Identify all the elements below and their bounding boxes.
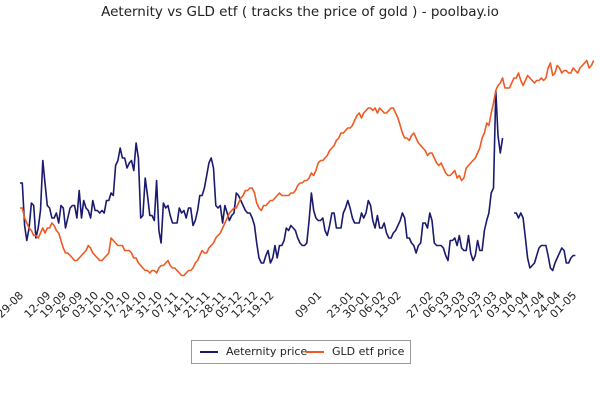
- chart-title: Aeternity vs GLD etf ( tracks the price …: [101, 4, 499, 20]
- x-tick-label: 09-01: [293, 289, 325, 321]
- x-axis-ticks: 29-0812-0919-0926-0903-1010-1017-1024-10…: [0, 289, 579, 321]
- series-line-gld: [20, 59, 595, 277]
- plot-area: [20, 59, 595, 277]
- legend-swatch-aeternity: [200, 351, 218, 353]
- legend-item-gld: GLD etf price: [306, 345, 404, 358]
- legend-swatch-gld: [306, 351, 324, 353]
- series-line-aeternity-after-gap: [514, 212, 576, 272]
- series-line-aeternity: [20, 89, 504, 264]
- legend: Aeternity price GLD etf price: [191, 340, 411, 364]
- legend-label-aeternity: Aeternity price: [226, 345, 308, 358]
- x-tick-label: 29-08: [0, 289, 26, 321]
- legend-label-gld: GLD etf price: [332, 345, 405, 358]
- legend-item-aeternity: Aeternity price: [200, 345, 307, 358]
